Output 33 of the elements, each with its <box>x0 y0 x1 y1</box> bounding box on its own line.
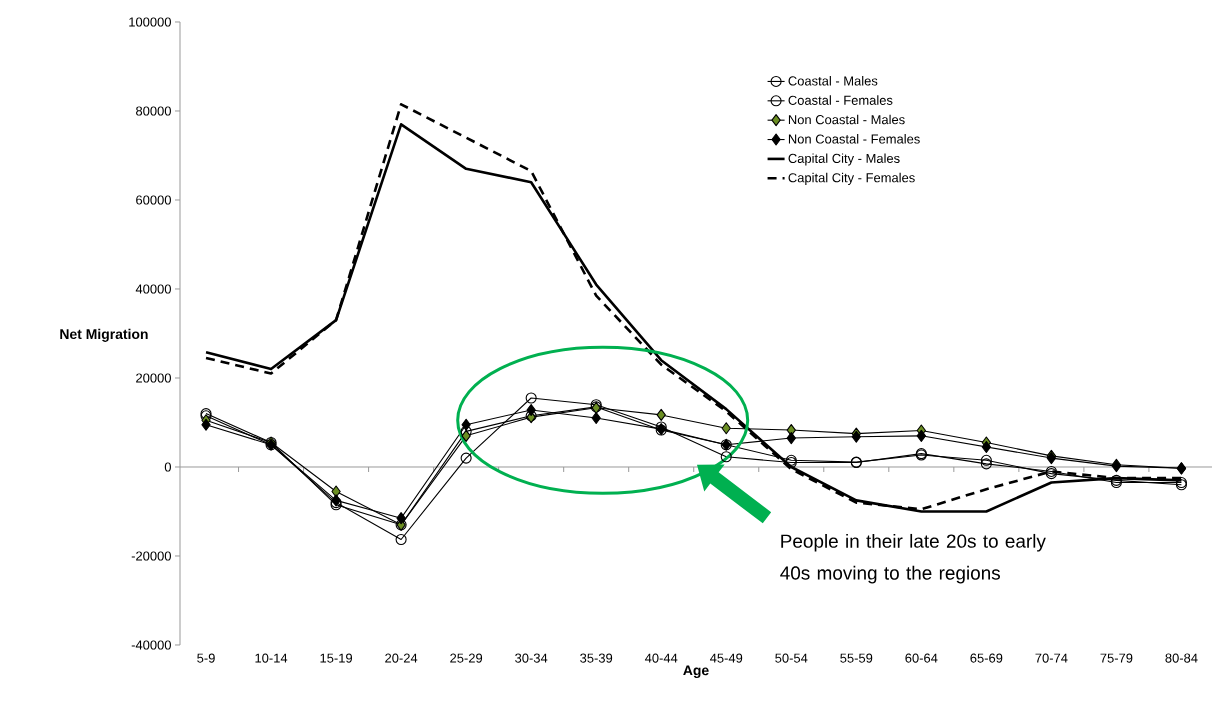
x-tick-label: 10-14 <box>255 653 288 663</box>
legend-label: Capital City - Females <box>788 172 915 185</box>
x-tick-label: 15-19 <box>320 653 353 663</box>
legend-label: Capital City - Males <box>788 153 900 166</box>
legend-label: Coastal - Females <box>788 95 893 105</box>
y-tick-label: -40000 <box>131 640 171 650</box>
y-tick-label: -20000 <box>131 551 171 561</box>
x-tick-label: 40-44 <box>644 653 678 663</box>
x-tick-label: 5-9 <box>197 653 215 663</box>
y-tick-label: 60000 <box>136 195 171 205</box>
x-tick-label: 75-79 <box>1100 653 1133 663</box>
x-tick-label: 35-39 <box>580 653 613 663</box>
y-tick-label: 80000 <box>136 106 171 116</box>
annotation: People in their late 20s to early 40s moving to the regions <box>780 533 1046 584</box>
y-tick-label: 0 <box>164 462 171 472</box>
legend-label: Non Coastal - Females <box>788 134 920 144</box>
x-tick-label: 25-29 <box>450 653 483 663</box>
x-tick-label: 45-49 <box>709 653 743 663</box>
legend-label: Coastal - Males <box>788 76 878 86</box>
x-tick-label: 80-84 <box>1165 653 1198 663</box>
y-axis-title: Net Migration <box>60 328 148 342</box>
x-tick-label: 55-59 <box>840 653 873 663</box>
y-tick-label: 40000 <box>135 284 171 294</box>
x-tick-label: 30-34 <box>515 653 548 663</box>
y-tick-label: 20000 <box>136 373 171 383</box>
x-tick-label: 50-54 <box>775 653 808 663</box>
x-tick-label: 20-24 <box>385 653 418 663</box>
y-tick-label: 100000 <box>129 17 171 27</box>
x-tick-label: 70-74 <box>1035 653 1068 663</box>
legend-label: Non Coastal - Males <box>788 114 905 125</box>
x-tick-label: 60-64 <box>905 653 938 663</box>
x-axis-title: Age <box>683 665 709 679</box>
x-tick-label: 65-69 <box>970 653 1003 663</box>
